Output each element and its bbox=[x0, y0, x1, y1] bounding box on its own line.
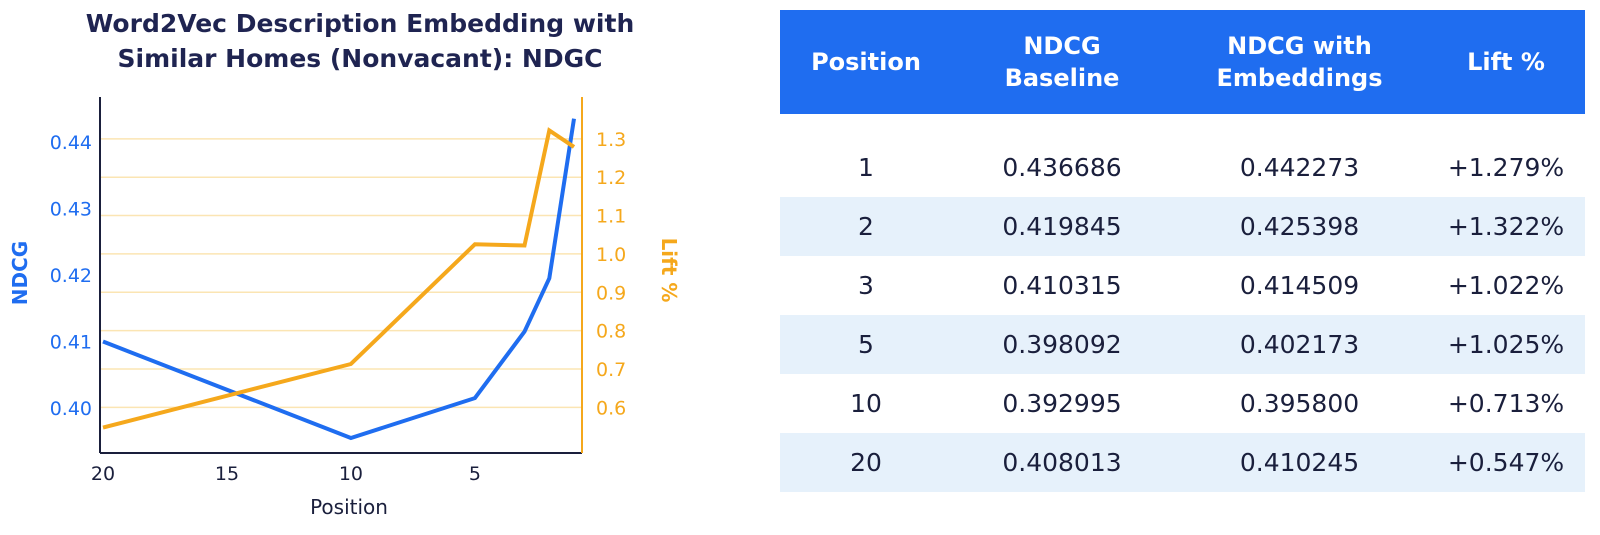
table-row: 1 0.436686 0.442273 +1.279% bbox=[780, 138, 1585, 197]
left-tick-label: 0.43 bbox=[50, 198, 92, 220]
cell-lift: +0.713% bbox=[1427, 374, 1585, 433]
x-tick-label: 10 bbox=[339, 463, 363, 485]
left-tick-label: 0.44 bbox=[50, 132, 92, 154]
left-axis-label: NDCG bbox=[8, 241, 32, 305]
cell-lift: +1.322% bbox=[1427, 197, 1585, 256]
left-tick-label: 0.41 bbox=[50, 332, 92, 354]
tick-labels: 0.6 0.7 0.8 0.9 1.0 1.1 1.2 1.3 0.40 0.41 0.42 0.43… bbox=[50, 129, 627, 485]
cell-baseline: 0.408013 bbox=[952, 433, 1172, 492]
right-tick-label: 1.2 bbox=[596, 167, 626, 189]
cell-embeddings: 0.442273 bbox=[1172, 138, 1427, 197]
table-row: 2 0.419845 0.425398 +1.322% bbox=[780, 197, 1585, 256]
x-tick-label: 15 bbox=[215, 463, 239, 485]
right-tick-label: 1.0 bbox=[596, 244, 626, 266]
chart-title-line-2: Similar Homes (Nonvacant): NDGC bbox=[117, 44, 603, 73]
results-table-container: Position NDCG Baseline NDCG with Embedding… bbox=[780, 10, 1585, 492]
header-ndcg-embeddings: NDCG with Embeddings bbox=[1172, 10, 1427, 114]
cell-embeddings: 0.410245 bbox=[1172, 433, 1427, 492]
cell-embeddings: 0.402173 bbox=[1172, 315, 1427, 374]
right-tick-label: 0.6 bbox=[596, 397, 626, 419]
cell-position: 2 bbox=[780, 197, 952, 256]
cell-lift: +0.547% bbox=[1427, 433, 1585, 492]
cell-embeddings: 0.414509 bbox=[1172, 256, 1427, 315]
series-line-ndcg bbox=[102, 118, 576, 441]
right-tick-label: 1.3 bbox=[596, 129, 626, 151]
cell-embeddings: 0.395800 bbox=[1172, 374, 1427, 433]
table-row: 5 0.398092 0.402173 +1.025% bbox=[780, 315, 1585, 374]
cell-position: 10 bbox=[780, 374, 952, 433]
series-line-lift bbox=[102, 127, 576, 430]
chart-axes bbox=[99, 97, 583, 454]
gridlines bbox=[100, 138, 582, 409]
left-tick-label: 0.42 bbox=[50, 265, 92, 287]
header-ndcg-baseline: NDCG Baseline bbox=[952, 10, 1172, 114]
cell-lift: +1.022% bbox=[1427, 256, 1585, 315]
cell-lift: +1.279% bbox=[1427, 138, 1585, 197]
cell-baseline: 0.419845 bbox=[952, 197, 1172, 256]
right-axis-label: Lift % bbox=[657, 238, 681, 303]
x-tick-label: 20 bbox=[91, 463, 115, 485]
cell-position: 5 bbox=[780, 315, 952, 374]
cell-baseline: 0.436686 bbox=[952, 138, 1172, 197]
cell-baseline: 0.392995 bbox=[952, 374, 1172, 433]
table-spacer bbox=[780, 114, 1585, 138]
table-header-row: Position NDCG Baseline NDCG with Embedding… bbox=[780, 10, 1585, 114]
x-axis-label: Position bbox=[310, 495, 388, 519]
results-table: Position NDCG Baseline NDCG with Embedding… bbox=[780, 10, 1585, 492]
chart-title-line-1: Word2Vec Description Embedding with bbox=[85, 9, 635, 38]
header-position: Position bbox=[780, 10, 952, 114]
cell-position: 20 bbox=[780, 433, 952, 492]
right-tick-label: 1.1 bbox=[596, 206, 626, 228]
right-tick-label: 0.9 bbox=[596, 282, 626, 304]
cell-baseline: 0.398092 bbox=[952, 315, 1172, 374]
cell-embeddings: 0.425398 bbox=[1172, 197, 1427, 256]
cell-position: 1 bbox=[780, 138, 952, 197]
right-tick-label: 0.8 bbox=[596, 321, 626, 343]
cell-position: 3 bbox=[780, 256, 952, 315]
chart-title: Word2Vec Description Embedding with Simi… bbox=[40, 6, 680, 76]
table-row: 3 0.410315 0.414509 +1.022% bbox=[780, 256, 1585, 315]
series-lines bbox=[102, 118, 576, 441]
table-row: 20 0.408013 0.410245 +0.547% bbox=[780, 433, 1585, 492]
table-row: 10 0.392995 0.395800 +0.713% bbox=[780, 374, 1585, 433]
right-tick-label: 0.7 bbox=[596, 359, 626, 381]
ndcg-lift-chart: 0.6 0.7 0.8 0.9 1.0 1.1 1.2 1.3 0.40 0.41 0.42 0.43… bbox=[8, 97, 681, 519]
left-tick-label: 0.40 bbox=[50, 398, 92, 420]
cell-lift: +1.025% bbox=[1427, 315, 1585, 374]
header-lift: Lift % bbox=[1427, 10, 1585, 114]
x-tick-label: 5 bbox=[469, 463, 481, 485]
cell-baseline: 0.410315 bbox=[952, 256, 1172, 315]
